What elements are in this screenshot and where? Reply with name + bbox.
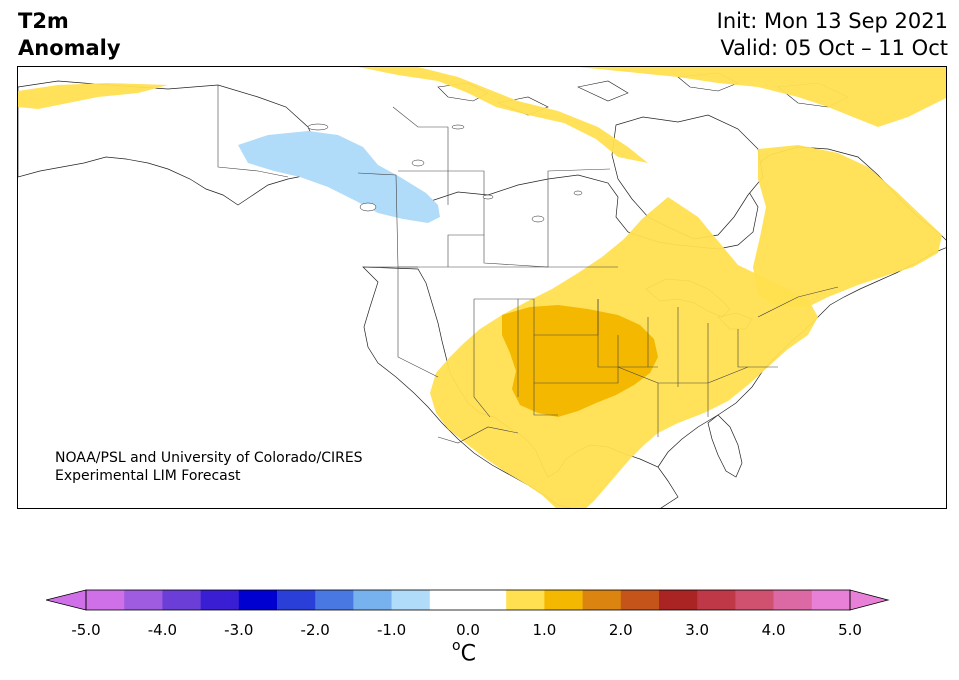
credit-line-1: NOAA/PSL and University of Colorado/CIRE… — [55, 450, 363, 466]
colorbar-segment — [315, 590, 354, 610]
colorbar-segment — [506, 590, 545, 610]
colorbar-tick-label: -4.0 — [147, 621, 178, 639]
colorbar-segment — [620, 590, 660, 610]
strong-warm-anomaly — [502, 305, 658, 417]
colorbar-segment — [429, 590, 469, 610]
map-title: T2m Anomaly — [18, 8, 121, 62]
colorbar-segment — [773, 590, 813, 610]
colorbar-segment — [162, 590, 201, 610]
colorbar-segment — [200, 590, 240, 610]
lakes — [307, 123, 583, 223]
colorbar-segment — [697, 590, 736, 610]
colorbar-segment — [468, 590, 507, 610]
colorbar-tick-label: 4.0 — [761, 621, 786, 639]
colorbar-tick-label: 5.0 — [838, 621, 862, 639]
colorbar-segments — [86, 590, 851, 610]
forecast-dates: Init: Mon 13 Sep 2021 Valid: 05 Oct – 11… — [717, 8, 948, 62]
canada-north-coast — [397, 146, 946, 250]
colorbar-tick-label: 1.0 — [532, 621, 557, 639]
colorbar-segment — [391, 590, 431, 610]
colorbar-tick-label: 0.0 — [456, 621, 480, 639]
colorbar-units: oC — [452, 638, 476, 667]
map-canvas — [18, 67, 946, 508]
colorbar-tick-label: 3.0 — [685, 621, 710, 639]
colorbar-over-triangle — [849, 589, 890, 611]
map-panel — [17, 66, 947, 509]
colorbar-tick-label: -3.0 — [224, 621, 254, 639]
credit-line-2: Experimental LIM Forecast — [55, 468, 241, 484]
florida — [707, 414, 743, 478]
units-superscript: o — [452, 638, 461, 654]
political-borders — [217, 85, 839, 444]
colorbar-segment — [353, 590, 392, 610]
colorbar-outline — [85, 589, 851, 611]
colorbar-tick-label: -2.0 — [300, 621, 330, 639]
colorbar-tick-label: -5.0 — [71, 621, 101, 639]
colorbar-segment — [544, 590, 583, 610]
colorbar-segment — [238, 590, 278, 610]
forecast-credit: NOAA/PSL and University of Colorado/CIRE… — [55, 449, 363, 485]
colorbar-segment — [582, 590, 622, 610]
colorbar-segment — [277, 590, 316, 610]
units-base: C — [460, 641, 476, 667]
warm-anomaly-east-canada — [753, 145, 942, 307]
colorbar-segment — [86, 590, 125, 610]
variable-label: T2m — [18, 9, 69, 33]
colorbar-segment — [124, 590, 163, 610]
cold-anomaly-canada — [238, 131, 440, 223]
warm-anomaly-alaska — [18, 83, 168, 109]
colorbar-segment — [735, 590, 774, 610]
field-label: Anomaly — [18, 36, 121, 60]
init-date: Init: Mon 13 Sep 2021 — [716, 9, 948, 33]
colorbar — [46, 589, 890, 611]
colorbar-tick-label: 2.0 — [608, 621, 633, 639]
colorbar-tick-label: -1.0 — [376, 621, 407, 639]
valid-date: Valid: 05 Oct – 11 Oct — [720, 36, 948, 60]
colorbar-segment — [659, 590, 698, 610]
warm-anomaly-north — [358, 67, 946, 163]
colorbar-under-triangle — [46, 589, 87, 611]
hudson-bay — [611, 114, 764, 240]
colorbar-segment — [811, 590, 851, 610]
